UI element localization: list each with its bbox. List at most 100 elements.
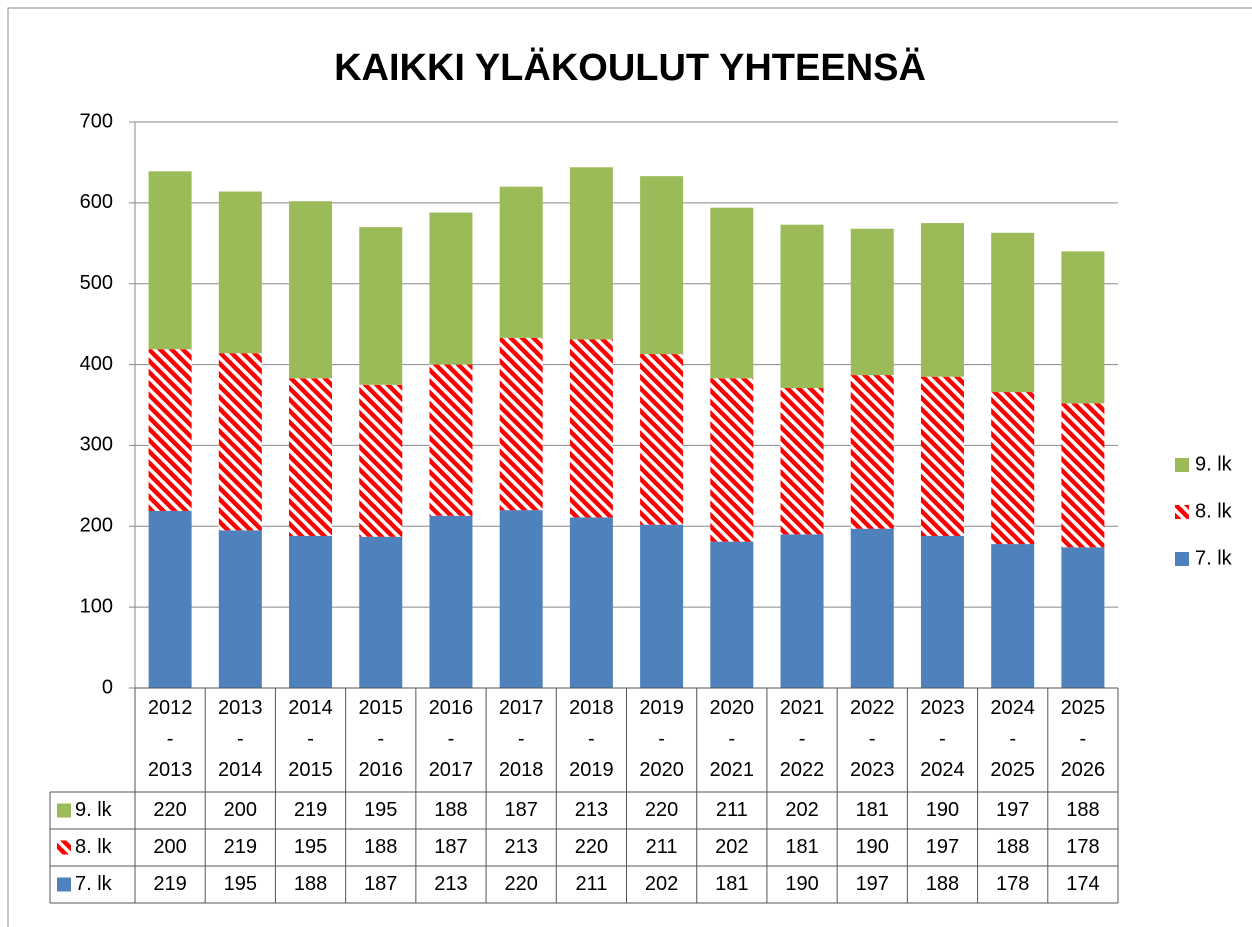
category-cell: 2012 - 2013 bbox=[148, 697, 193, 781]
bar-segment bbox=[218, 530, 262, 688]
legend-key bbox=[57, 803, 71, 818]
bar-segment bbox=[920, 535, 964, 688]
chart-border bbox=[7, 7, 1252, 927]
chart-title: KAIKKI YLÄKOULUT YHTEENSÄ bbox=[334, 46, 926, 89]
bar-segment bbox=[148, 171, 192, 350]
bar-segment bbox=[359, 536, 403, 688]
bar-segment bbox=[850, 528, 894, 688]
category-cell: 2024 - 2025 bbox=[990, 697, 1035, 781]
y-tick-label: 500 bbox=[80, 272, 113, 294]
category-cell: 2014 - 2015 bbox=[288, 697, 333, 781]
table-value: 188 bbox=[364, 836, 397, 858]
table-value: 190 bbox=[926, 799, 959, 821]
legend-label: 8. lk bbox=[1195, 500, 1233, 522]
table-value: 188 bbox=[434, 799, 467, 821]
bar-segment bbox=[569, 339, 613, 518]
bar-segment bbox=[640, 524, 684, 688]
legend-key bbox=[1175, 552, 1189, 566]
category-cell: 2015 - 2016 bbox=[358, 697, 403, 781]
legend-label: 7. lk bbox=[1195, 547, 1233, 569]
x-tick-label: 2023 - 2024 bbox=[920, 697, 965, 781]
legend-label: 9. lk bbox=[1195, 453, 1233, 475]
table-value: 188 bbox=[996, 836, 1029, 858]
table-value: 200 bbox=[224, 799, 257, 821]
y-tick-label: 400 bbox=[80, 353, 113, 375]
x-tick-label: 2019 - 2020 bbox=[639, 697, 684, 781]
table-value: 181 bbox=[856, 799, 889, 821]
bar-segment bbox=[710, 378, 754, 542]
table-value: 220 bbox=[575, 836, 608, 858]
table-value: 220 bbox=[645, 799, 678, 821]
row-label: 7. lk bbox=[75, 873, 113, 895]
x-tick-label: 2022 - 2023 bbox=[849, 697, 895, 781]
table-value: 178 bbox=[996, 873, 1029, 895]
table-value: 211 bbox=[716, 799, 748, 821]
table-value: 187 bbox=[504, 799, 537, 821]
table-value: 195 bbox=[364, 799, 397, 821]
table-value: 181 bbox=[715, 873, 748, 895]
table-value: 202 bbox=[715, 836, 748, 858]
y-tick-label: 0 bbox=[102, 676, 113, 698]
table-value: 190 bbox=[856, 836, 889, 858]
x-tick-label: 2013 - 2014 bbox=[218, 697, 263, 781]
table-value: 188 bbox=[294, 873, 327, 895]
bar-segment bbox=[429, 364, 473, 516]
category-cell: 2018 - 2019 bbox=[569, 697, 614, 781]
table-value: 195 bbox=[224, 873, 257, 895]
row-label: 8. lk bbox=[75, 836, 113, 858]
table-value: 197 bbox=[926, 836, 959, 858]
table-value: 213 bbox=[504, 836, 537, 858]
legend-key bbox=[57, 877, 71, 892]
category-cell: 2022 - 2023 bbox=[849, 697, 895, 781]
x-tick-label: 2024 - 2025 bbox=[990, 697, 1035, 781]
table-value: 219 bbox=[153, 873, 186, 895]
bar-segment bbox=[359, 227, 403, 385]
bar-segment bbox=[920, 223, 964, 377]
bar-segment bbox=[780, 224, 824, 389]
table-value: 197 bbox=[856, 873, 889, 895]
bar-segment bbox=[1061, 403, 1105, 548]
table-value: 187 bbox=[434, 836, 467, 858]
y-tick-label: 300 bbox=[80, 434, 113, 456]
legend-key bbox=[1175, 505, 1189, 519]
bar-segment bbox=[780, 388, 824, 535]
table-value: 219 bbox=[294, 799, 327, 821]
y-tick-label: 700 bbox=[80, 110, 113, 132]
table-value: 220 bbox=[504, 873, 537, 895]
y-tick-label: 600 bbox=[80, 191, 113, 213]
bar-segment bbox=[499, 510, 543, 688]
bar-segment bbox=[920, 376, 964, 536]
table-value: 211 bbox=[646, 836, 678, 858]
table-value: 181 bbox=[785, 836, 818, 858]
bar-segment bbox=[850, 375, 894, 529]
bar-segment bbox=[289, 535, 333, 688]
x-tick-label: 2015 - 2016 bbox=[358, 697, 403, 781]
legend-key bbox=[57, 840, 71, 855]
category-cell: 2025 - 2026 bbox=[1061, 697, 1106, 781]
table-value: 178 bbox=[1066, 836, 1099, 858]
bar-segment bbox=[1061, 547, 1105, 688]
table-value: 174 bbox=[1066, 873, 1099, 895]
category-cell: 2023 - 2024 bbox=[920, 697, 965, 781]
table-value: 219 bbox=[224, 836, 257, 858]
bar-segment bbox=[710, 207, 754, 379]
legend-key bbox=[1175, 458, 1189, 472]
y-tick-label: 200 bbox=[80, 515, 113, 537]
category-cell: 2021 - 2022 bbox=[780, 697, 825, 781]
bar-segment bbox=[148, 349, 192, 511]
table-value: 213 bbox=[434, 873, 467, 895]
category-cell: 2013 - 2014 bbox=[218, 697, 263, 781]
row-label: 9. lk bbox=[75, 799, 113, 821]
table-value: 211 bbox=[575, 873, 607, 895]
bar-segment bbox=[289, 378, 333, 536]
y-tick-label: 100 bbox=[80, 595, 113, 617]
bar-segment bbox=[569, 167, 613, 340]
category-cell: 2016 - 2017 bbox=[429, 697, 474, 781]
bar-segment bbox=[850, 228, 894, 376]
table-value: 213 bbox=[575, 799, 608, 821]
bar-segment bbox=[710, 541, 754, 688]
bar-segment bbox=[640, 176, 684, 355]
bar-segment bbox=[429, 515, 473, 688]
category-cell: 2019 - 2020 bbox=[639, 697, 684, 781]
bar-segment bbox=[429, 212, 473, 365]
